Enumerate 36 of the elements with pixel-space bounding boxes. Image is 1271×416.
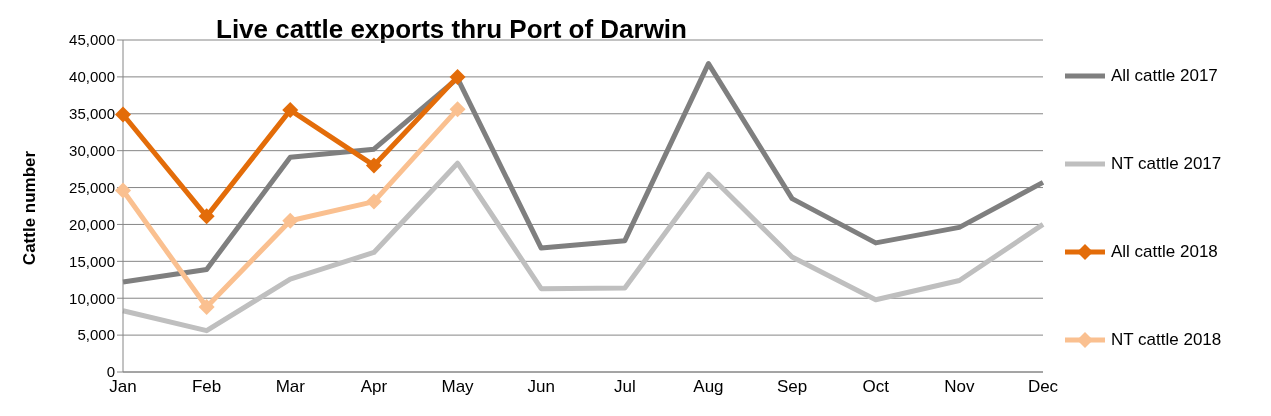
y-tick-label: 35,000	[69, 105, 115, 123]
x-tick-label: Jul	[613, 377, 636, 397]
x-tick-label: Dec	[1027, 377, 1059, 397]
point	[449, 101, 466, 118]
y-axis-title: Cattle number	[20, 150, 40, 266]
legend-label: NT cattle 2017	[1111, 154, 1222, 174]
y-tick-label: 10,000	[69, 289, 115, 307]
point	[198, 208, 215, 225]
point	[365, 157, 382, 174]
point	[198, 299, 215, 316]
y-tick-label: 20,000	[69, 215, 115, 233]
legend-label: All cattle 2017	[1111, 66, 1218, 86]
x-tick-label: Jun	[527, 377, 555, 397]
point	[115, 182, 131, 199]
y-tick-label: 30,000	[69, 141, 115, 159]
y-tick-label: 40,000	[69, 68, 115, 86]
point	[282, 212, 299, 229]
x-tick-label: Mar	[275, 377, 306, 397]
x-tick-label: Aug	[693, 377, 724, 397]
y-tick-label: 45,000	[69, 31, 115, 49]
x-tick-label: Feb	[191, 377, 222, 397]
y-tick-label: 25,000	[69, 178, 115, 196]
y-tick-label: 5,000	[77, 326, 115, 344]
x-tick-label: Nov	[944, 377, 975, 397]
point	[449, 68, 466, 85]
chart-title: Live cattle exports thru Port of Darwin	[216, 14, 687, 45]
x-tick-label: Oct	[862, 377, 890, 397]
legend-label: NT cattle 2018	[1111, 330, 1222, 350]
x-tick-label: May	[441, 377, 475, 397]
legend-label: All cattle 2018	[1111, 242, 1218, 262]
point	[282, 102, 299, 119]
y-tick-label: 15,000	[69, 252, 115, 270]
point	[365, 193, 382, 210]
point	[115, 106, 131, 123]
x-tick-label: Sep	[776, 377, 808, 397]
x-tick-label: Apr	[360, 377, 388, 397]
